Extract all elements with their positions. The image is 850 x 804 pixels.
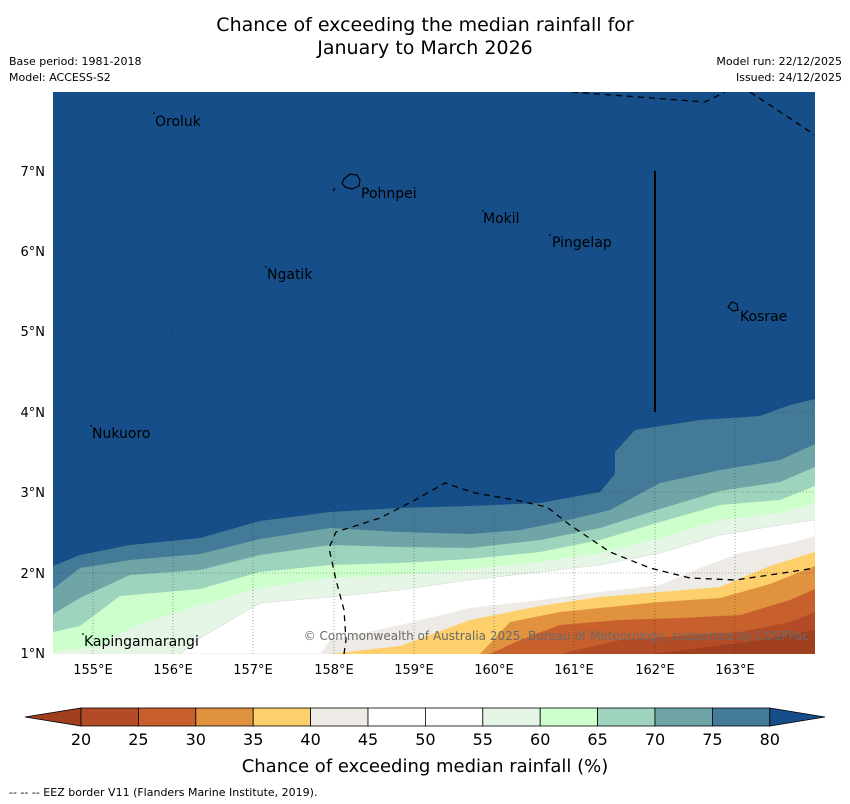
eez-footnote: -- -- -- EEZ border V11 (Flanders Marine… xyxy=(9,786,318,799)
colorbar-segment-20-25 xyxy=(80,707,139,727)
colorbar-segment-65-70 xyxy=(597,707,656,727)
mokil-marker xyxy=(482,210,484,212)
meta-left: Base period: 1981-2018 Model: ACCESS-S2 xyxy=(9,54,141,86)
colorbar-segment-50-55 xyxy=(424,707,484,727)
lat-tick-5: 5°N xyxy=(21,325,46,340)
place-oroluk: Oroluk xyxy=(155,114,202,130)
colorbar-ticks: 20 25 30 35 40 45 50 55 60 65 70 75 80 xyxy=(71,730,780,749)
place-labels: Oroluk Pohnpei Mokil Pingelap Ngatik Kos… xyxy=(82,112,787,650)
lon-tick-157: 157°E xyxy=(233,663,273,678)
lon-tick-161: 161°E xyxy=(554,663,594,678)
cb-tick-75: 75 xyxy=(702,730,722,749)
band-below-20 xyxy=(650,630,815,654)
cb-tick-50: 50 xyxy=(415,730,435,749)
lat-tick-6: 6°N xyxy=(21,245,46,260)
colorbar-segment-70-75 xyxy=(654,707,713,727)
pohnpei-island-icon xyxy=(341,173,361,190)
kapingamarangi-marker xyxy=(82,633,84,635)
lat-tick-2: 2°N xyxy=(21,567,46,582)
cb-tick-60: 60 xyxy=(530,730,550,749)
colorbar-low-extend xyxy=(24,707,82,727)
base-period-text: Base period: 1981-2018 xyxy=(9,55,142,68)
colorbar-segment-55-60 xyxy=(482,707,541,727)
pingelap-marker xyxy=(549,234,551,236)
place-kapingamarangi: Kapingamarangi xyxy=(84,634,199,650)
lon-tick-156: 156°E xyxy=(153,663,193,678)
colorbar-segment-35-40 xyxy=(252,707,311,727)
lon-tick-160: 160°E xyxy=(474,663,514,678)
cb-tick-35: 35 xyxy=(243,730,263,749)
place-kosrae: Kosrae xyxy=(740,309,787,325)
cb-tick-70: 70 xyxy=(645,730,665,749)
colorbar-segment-60-65 xyxy=(539,707,599,727)
place-nukuoro: Nukuoro xyxy=(92,426,150,442)
model-run-text: Model run: 22/12/2025 xyxy=(716,55,842,68)
place-mokil: Mokil xyxy=(483,211,520,227)
nukuoro-marker xyxy=(90,425,92,427)
colorbar-segment-45-50 xyxy=(367,707,426,727)
lon-tick-162: 162°E xyxy=(635,663,675,678)
copyright-notice: © Commonwealth of Australia 2025, Bureau… xyxy=(304,629,809,643)
oroluk-marker xyxy=(153,112,155,114)
probability-bands xyxy=(53,92,815,654)
lon-axis-labels: 155°E 156°E 157°E 158°E 159°E 160°E 161°… xyxy=(73,663,755,678)
lon-tick-163: 163°E xyxy=(715,663,755,678)
cb-tick-55: 55 xyxy=(473,730,493,749)
cb-tick-30: 30 xyxy=(186,730,206,749)
lon-tick-155: 155°E xyxy=(73,663,113,678)
kosrae-island-icon xyxy=(727,301,739,312)
map-panel: Oroluk Pohnpei Mokil Pingelap Ngatik Kos… xyxy=(21,92,815,678)
model-text: Model: ACCESS-S2 xyxy=(9,71,111,84)
colorbar-segment-75-80 xyxy=(712,707,771,727)
ngatik-marker xyxy=(265,266,267,268)
colorbar: 20 25 30 35 40 45 50 55 60 65 70 75 80 C… xyxy=(24,707,826,777)
cb-tick-45: 45 xyxy=(358,730,378,749)
cb-tick-25: 25 xyxy=(128,730,148,749)
map-title: Chance of exceeding the median rainfall … xyxy=(0,14,850,60)
lat-tick-4: 4°N xyxy=(21,406,46,421)
cb-tick-40: 40 xyxy=(300,730,320,749)
lon-tick-158: 158°E xyxy=(314,663,354,678)
lat-tick-3: 3°N xyxy=(21,486,46,501)
colorbar-segment-30-35 xyxy=(195,707,254,727)
colorbar-high-extend xyxy=(769,707,826,727)
title-line-1: Chance of exceeding the median rainfall … xyxy=(216,14,634,36)
cb-tick-80: 80 xyxy=(760,730,780,749)
place-ngatik: Ngatik xyxy=(267,267,313,283)
gridlines xyxy=(53,92,815,654)
lat-axis-labels: 7°N 6°N 5°N 4°N 3°N 2°N 1°N xyxy=(21,165,46,662)
meta-right: Model run: 22/12/2025 Issued: 24/12/2025 xyxy=(716,54,842,86)
colorbar-label: Chance of exceeding median rainfall (%) xyxy=(242,756,609,777)
colorbar-segment-40-45 xyxy=(310,707,369,727)
title-line-2: January to March 2026 xyxy=(317,37,533,59)
colorbar-segment-25-30 xyxy=(137,707,197,727)
eez-border xyxy=(328,92,815,654)
pohnpei-islet-icon xyxy=(332,187,336,192)
issued-text: Issued: 24/12/2025 xyxy=(735,71,842,84)
lat-tick-1: 1°N xyxy=(21,647,46,662)
lon-tick-159: 159°E xyxy=(394,663,434,678)
place-pohnpei: Pohnpei xyxy=(361,186,417,202)
cb-tick-65: 65 xyxy=(587,730,607,749)
lat-tick-7: 7°N xyxy=(21,165,46,180)
place-pingelap: Pingelap xyxy=(552,235,612,251)
cb-tick-20: 20 xyxy=(71,730,91,749)
